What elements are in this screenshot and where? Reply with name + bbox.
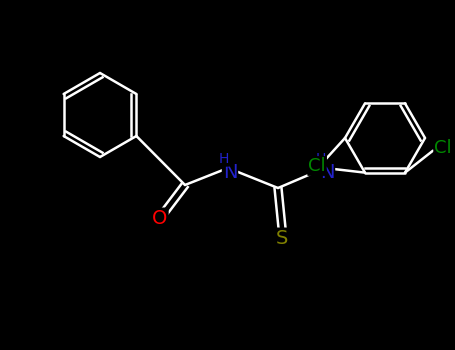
Text: N: N [223, 163, 237, 182]
Text: N: N [320, 163, 334, 182]
Text: H: H [219, 152, 229, 166]
Text: O: O [152, 209, 168, 228]
Text: Cl: Cl [434, 139, 452, 157]
Text: S: S [276, 229, 288, 247]
Text: Cl: Cl [308, 157, 326, 175]
Text: H: H [316, 152, 326, 166]
